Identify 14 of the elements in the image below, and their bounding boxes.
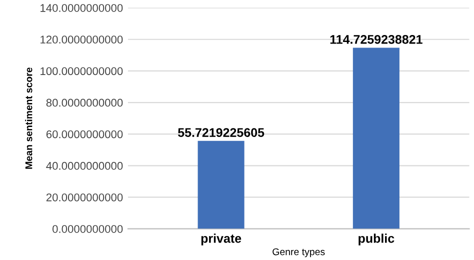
- y-tick-label: 100.0000000000: [40, 67, 123, 76]
- x-tick-label: public: [358, 234, 394, 246]
- y-tick-label: 60.0000000000: [46, 130, 123, 138]
- data-label: 55.7219225605: [178, 128, 264, 137]
- y-tick-label: 40.0000000000: [46, 162, 123, 170]
- y-tick-label: 20.0000000000: [46, 193, 123, 202]
- y-tick-label: 0.0000000000: [52, 225, 123, 233]
- y-axis-title: Mean sentiment score: [25, 68, 32, 169]
- y-tick-label: 80.0000000000: [46, 98, 123, 107]
- x-axis-title: Genre types: [272, 248, 325, 258]
- x-tick-label: private: [201, 234, 242, 246]
- data-label: 114.7259238821: [330, 34, 422, 44]
- y-tick-label: 140.0000000000: [40, 4, 123, 12]
- y-tick-label: 120.0000000000: [40, 36, 123, 44]
